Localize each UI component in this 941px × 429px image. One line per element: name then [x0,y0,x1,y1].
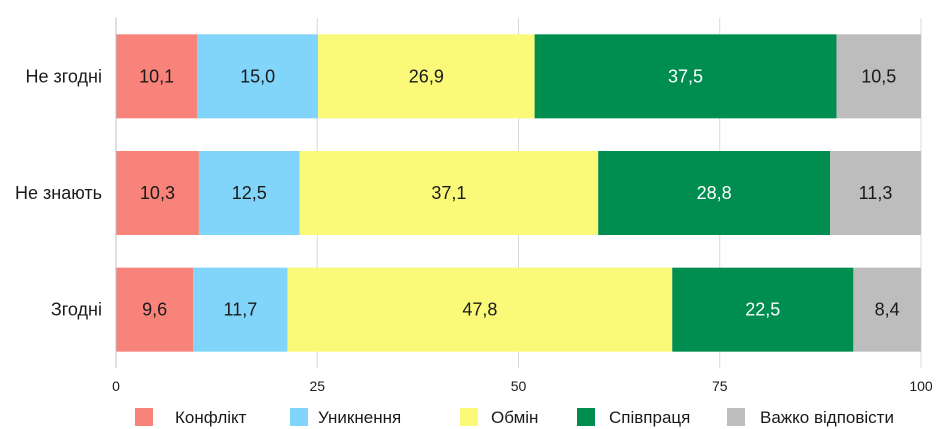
data-label: 10,1 [139,66,174,86]
legend-label: Конфлікт [175,408,247,427]
legend-swatch [135,408,153,426]
data-label: 37,5 [668,66,703,86]
x-tick-label: 0 [112,378,120,394]
x-tick-label: 100 [909,378,933,394]
bar-segment [318,34,535,119]
data-label: 22,5 [745,300,780,320]
data-label: 8,4 [875,300,900,320]
legend-swatch [727,408,745,426]
bar-segment [672,267,854,352]
bar-segment [836,34,921,119]
data-label: 10,5 [861,66,896,86]
bar-segment [198,151,300,235]
bar-segment [193,267,288,352]
bar-segment [116,151,199,235]
category-label: Згодні [51,300,102,320]
legend-swatch [460,408,478,426]
data-label: 28,8 [697,183,732,203]
legend-swatch [290,408,308,426]
data-label: 10,3 [140,183,175,203]
bar-segment [598,151,831,235]
legend-swatch [577,408,595,426]
bar-segment [534,34,837,119]
bar-segment [299,151,599,235]
data-label: 9,6 [142,300,167,320]
category-label: Не згодні [26,66,103,86]
data-label: 26,9 [409,66,444,86]
x-tick-label: 25 [309,378,325,394]
data-label: 11,7 [224,300,258,320]
legend-label: Співпраця [609,408,690,427]
data-label: 11,3 [859,183,893,203]
bar-segment [830,151,921,235]
data-label: 37,1 [431,183,466,203]
legend-label: Обмін [491,408,538,427]
data-label: 15,0 [240,66,275,86]
x-tick-label: 75 [712,378,728,394]
data-label: 12,5 [232,183,267,203]
x-tick-label: 50 [511,378,527,394]
bar-segment [197,34,319,119]
category-label: Не знають [15,183,102,203]
bar-segment [116,267,194,352]
bar-segment [116,34,198,119]
bar-segment [287,267,673,352]
legend-label: Уникнення [318,408,401,427]
bar-segment [853,267,921,352]
data-label: 47,8 [462,300,497,320]
legend-label: Важко відповісти [760,408,894,427]
